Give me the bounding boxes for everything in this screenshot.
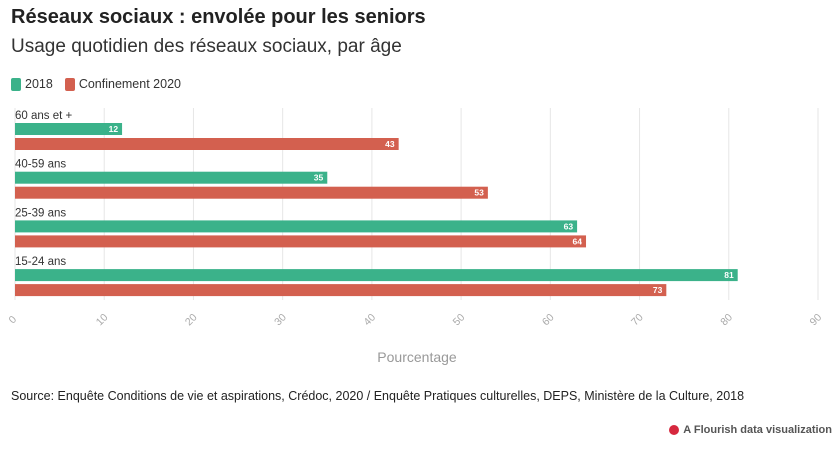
bar-confinement-2020 xyxy=(15,284,667,297)
category-label: 15-24 ans xyxy=(15,256,66,268)
source-note: Source: Enquête Conditions de vie et asp… xyxy=(11,389,745,403)
chart-subtitle: Usage quotidien des réseaux sociaux, par… xyxy=(11,36,402,57)
data-label: 53 xyxy=(474,188,484,198)
data-label: 43 xyxy=(385,139,395,149)
x-tick-label: 30 xyxy=(272,311,289,328)
bar-confinement-2020 xyxy=(15,235,587,248)
x-tick-label: 90 xyxy=(808,311,825,328)
data-label: 12 xyxy=(109,124,119,134)
legend-item-confinement-2020[interactable]: Confinement 2020 xyxy=(64,77,181,91)
x-tick-label: 50 xyxy=(451,311,468,328)
x-tick-label: 40 xyxy=(361,311,378,328)
x-tick-label: 60 xyxy=(540,311,557,328)
bar-2018 xyxy=(15,220,578,233)
bar-confinement-2020 xyxy=(15,186,488,199)
bar-2018 xyxy=(15,269,738,282)
data-label: 64 xyxy=(573,236,583,246)
legend-label-confinement-2020: Confinement 2020 xyxy=(78,77,181,91)
category-label: 25-39 ans xyxy=(15,207,66,219)
flourish-logo-icon xyxy=(669,425,680,435)
x-tick-label: 70 xyxy=(629,311,646,328)
data-label: 63 xyxy=(564,221,574,231)
x-tick-label: 10 xyxy=(94,311,111,328)
x-axis-title: Pourcentage xyxy=(377,349,457,365)
bar-chart: 60 ans et + 12 43 40-59 ans 35 53 25-39 ans 63 6… xyxy=(7,108,825,365)
x-tick-label: 80 xyxy=(718,311,735,328)
legend: 2018 Confinement 2020 xyxy=(11,77,193,91)
legend-item-2018[interactable]: 2018 xyxy=(11,77,53,91)
category-label: 40-59 ans xyxy=(15,159,66,171)
chart-title: Réseaux sociaux : envolée pour les senio… xyxy=(11,6,426,28)
bar-2018 xyxy=(15,171,328,184)
data-label: 73 xyxy=(653,285,663,295)
bar-2018 xyxy=(15,123,123,135)
data-label: 35 xyxy=(314,173,324,183)
bar-confinement-2020 xyxy=(15,138,399,150)
flourish-credit[interactable]: A Flourish data visualization xyxy=(669,424,832,436)
category-label: 60 ans et + xyxy=(15,110,73,122)
legend-swatch-2018 xyxy=(11,77,21,91)
x-tick-label: 0 xyxy=(7,313,20,326)
flourish-credit-label: A Flourish data visualization xyxy=(683,424,832,436)
data-label: 81 xyxy=(724,270,734,280)
legend-swatch-confinement-2020 xyxy=(64,77,75,91)
x-tick-label: 20 xyxy=(183,311,200,328)
legend-label-2018: 2018 xyxy=(25,77,53,91)
